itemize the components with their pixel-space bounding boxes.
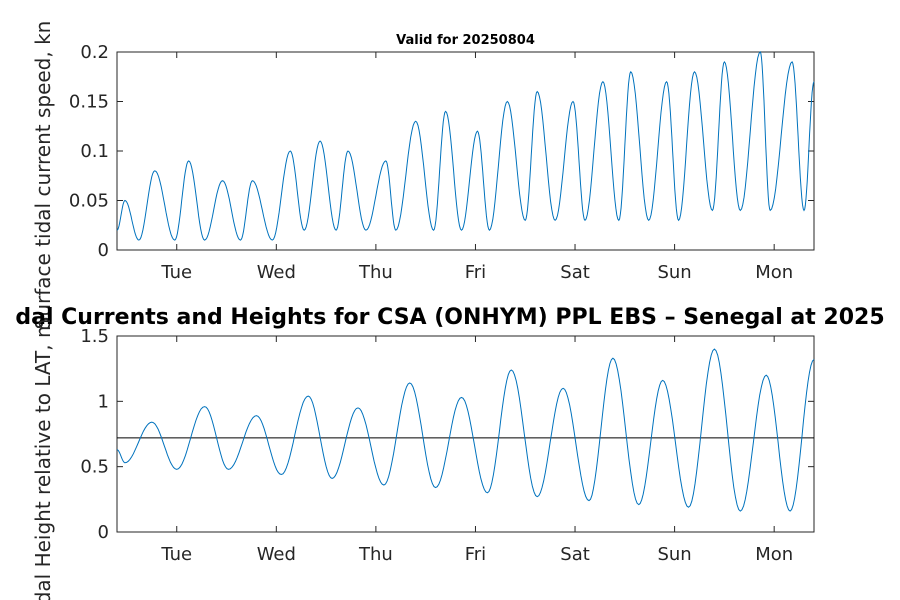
current-speed-y-ticks: 0 0.05 0.1 0.15 0.2 bbox=[69, 42, 814, 261]
figure-title: dal Currents and Heights for CSA (ONHYM)… bbox=[15, 305, 884, 330]
x-tick-label: Thu bbox=[358, 544, 393, 565]
current-speed-x-ticks: Tue Wed Thu Fri Sat Sun Mon bbox=[160, 52, 793, 283]
current-speed-series-line bbox=[116, 51, 815, 241]
x-tick-label: Mon bbox=[755, 544, 793, 565]
current-speed-axes bbox=[116, 51, 815, 251]
x-tick-label: Tue bbox=[160, 262, 192, 283]
y-tick-label: 0 bbox=[98, 240, 109, 261]
x-tick-label: Sat bbox=[560, 544, 590, 565]
current-speed-y-axis-label: Surface tidal current speed, kn bbox=[31, 21, 55, 330]
y-tick-label: 0.1 bbox=[80, 141, 109, 162]
y-tick-label: 0.5 bbox=[80, 457, 109, 478]
x-tick-label: Tue bbox=[160, 544, 192, 565]
tidal-height-panel: 0 0.5 1 1.5 Tue Wed Thu Fri Sat Sun Mon Tidal Hei… bbox=[31, 319, 815, 600]
tidal-height-axes bbox=[116, 335, 815, 533]
current-speed-panel: Valid for 20250804 0 0.05 0.1 0.15 0.2 Tue We… bbox=[31, 21, 815, 330]
y-tick-label: 1.5 bbox=[80, 326, 109, 347]
x-tick-label: Fri bbox=[465, 262, 486, 283]
x-tick-label: Mon bbox=[755, 262, 793, 283]
x-tick-label: Sun bbox=[657, 544, 691, 565]
x-tick-label: Sat bbox=[560, 262, 590, 283]
y-tick-label: 1 bbox=[98, 391, 109, 412]
y-tick-label: 0.15 bbox=[69, 92, 109, 113]
x-tick-label: Sun bbox=[657, 262, 691, 283]
tidal-height-series-line bbox=[116, 348, 815, 512]
y-tick-label: 0.2 bbox=[80, 42, 109, 63]
y-tick-label: 0 bbox=[98, 522, 109, 543]
tidal-height-y-ticks: 0 0.5 1 1.5 bbox=[80, 326, 814, 543]
current-speed-title: Valid for 20250804 bbox=[396, 33, 535, 48]
x-tick-label: Fri bbox=[465, 544, 486, 565]
x-tick-label: Wed bbox=[257, 544, 296, 565]
tidal-height-y-axis-label: Tidal Height relative to LAT, m bbox=[31, 319, 55, 600]
x-tick-label: Wed bbox=[257, 262, 296, 283]
tidal-height-x-ticks: Tue Wed Thu Fri Sat Sun Mon bbox=[160, 336, 793, 565]
y-tick-label: 0.05 bbox=[69, 191, 109, 212]
x-tick-label: Thu bbox=[358, 262, 393, 283]
